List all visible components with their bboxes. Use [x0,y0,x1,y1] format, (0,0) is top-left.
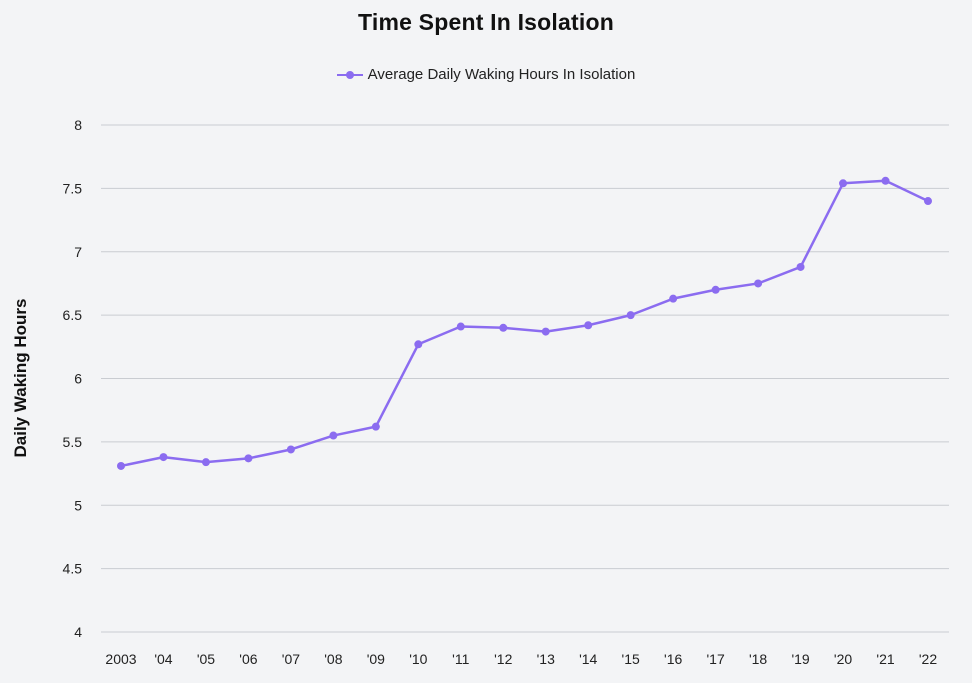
series-line [119,179,930,468]
y-tick-labels: 4 4.5 5 5.5 6 6.5 7 7.5 8 [63,117,83,640]
data-point [584,321,593,330]
data-point [329,431,338,440]
x-tick-labels: 2003 '04 '05 '06 '07 '08 '09 '10 '11 '12 '13 '14 '15… [105,651,937,667]
x-tick-label: '04 [154,651,172,667]
data-point [244,454,253,463]
data-point [924,197,932,206]
x-tick-label: '10 [409,651,427,667]
data-point [626,311,635,320]
x-tick-label: '08 [324,651,342,667]
y-tick-label: 5 [74,497,82,513]
x-tick-label: '05 [197,651,215,667]
x-tick-label: '20 [834,651,852,667]
data-point [669,294,678,303]
series-layer [117,176,932,470]
y-tick-label: 6 [74,371,82,387]
y-tick-label: 5.5 [63,434,83,450]
data-point [499,323,508,332]
x-tick-label: '22 [919,651,937,667]
x-tick-label: '21 [876,651,894,667]
legend-label: Average Daily Waking Hours In Isolation [367,66,636,83]
x-tick-label: '17 [707,651,725,667]
data-point [796,262,805,271]
data-point [117,461,125,470]
data-point [371,422,380,431]
legend-line-marker-icon [336,70,363,80]
data-point [456,322,465,331]
data-point [881,176,890,185]
data-point [711,285,720,294]
x-tick-label: '16 [664,651,682,667]
y-tick-label: 7 [74,244,82,260]
y-tick-label: 4 [74,624,82,640]
y-tick-label: 7.5 [63,180,83,196]
chart-title: Time Spent In Isolation [358,9,614,35]
x-tick-label: '12 [494,651,512,667]
x-tick-label: '19 [791,651,809,667]
y-tick-label: 8 [74,117,82,133]
x-tick-label: '07 [282,651,300,667]
x-tick-label: '11 [452,651,469,667]
y-tick-label: 4.5 [63,561,83,577]
x-tick-label: '09 [367,651,385,667]
x-tick-label: 2003 [105,651,136,667]
data-point [414,340,423,349]
data-point [201,458,210,467]
data-point [754,279,763,288]
x-tick-label: '06 [239,651,257,667]
x-tick-label: '18 [749,651,767,667]
x-tick-label: '15 [622,651,640,667]
data-point [159,453,168,462]
gridlines [101,124,949,633]
x-tick-label: '14 [579,651,597,667]
data-point [839,179,848,188]
data-point [541,327,550,336]
legend: Average Daily Waking Hours In Isolation [0,66,972,83]
x-tick-label: '13 [537,651,555,667]
y-tick-label: 6.5 [63,307,83,323]
data-point [286,445,295,454]
